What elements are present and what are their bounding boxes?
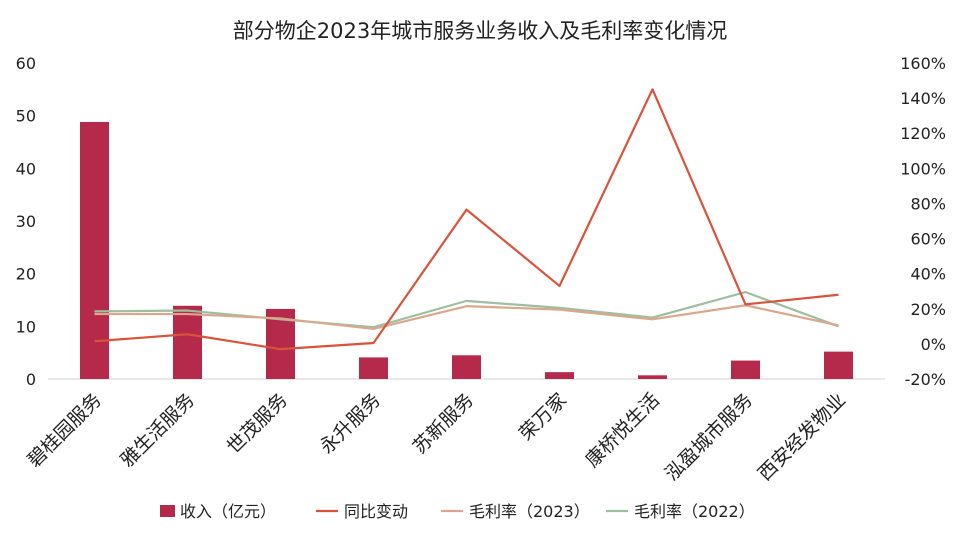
- legend-label: 毛利率（2022）: [634, 502, 755, 521]
- legend-label: 收入（亿元）: [180, 502, 276, 521]
- right-tick-label: 60%: [910, 230, 946, 249]
- category-label: 康桥悦生活: [581, 389, 664, 472]
- legend-label: 毛利率（2023）: [469, 502, 590, 521]
- category-label: 世茂服务: [223, 389, 292, 458]
- bar: [638, 375, 667, 379]
- chart-title: 部分物企2023年城市服务业务收入及毛利率变化情况: [233, 19, 727, 43]
- bar: [359, 357, 388, 379]
- x-axis: 碧桂园服务 雅生活服务 世茂服务 永升服务 苏新服务 荣万家 康桥悦生活泓盈城市服务西安经发…: [23, 389, 850, 485]
- category-label: 荣万家: [515, 389, 571, 445]
- right-tick-label: 100%: [900, 159, 946, 178]
- legend-swatch: [160, 505, 175, 517]
- series-line: [94, 291, 839, 329]
- right-axis: -20% 0% 20% 40% 60% 80% 100% 120% 140% 160%: [900, 54, 946, 389]
- right-tick-label: 160%: [900, 54, 946, 73]
- left-tick-label: 50: [16, 107, 36, 126]
- right-tick-label: -20%: [905, 370, 946, 389]
- bar: [80, 121, 109, 379]
- left-tick-label: 10: [16, 317, 36, 336]
- legend-item: 同比变动: [316, 502, 408, 521]
- legend-item: 毛利率（2022）: [606, 502, 755, 521]
- left-axis: 0 10 20 30 40 50 60: [16, 54, 36, 389]
- line-series: [94, 88, 839, 351]
- left-tick-label: 60: [16, 54, 36, 73]
- legend-item: 毛利率（2023）: [441, 502, 590, 521]
- legend-item: 收入（亿元）: [160, 502, 276, 521]
- right-tick-label: 40%: [910, 265, 946, 284]
- bar: [452, 355, 481, 379]
- series-line: [94, 304, 839, 331]
- right-tick-label: 120%: [900, 124, 946, 143]
- category-label: 西安经发物业: [754, 389, 850, 485]
- bar: [173, 305, 202, 379]
- category-label: 永升服务: [316, 389, 385, 458]
- bar: [731, 360, 760, 379]
- left-tick-label: 40: [16, 159, 36, 178]
- category-label: 碧桂园服务: [23, 389, 106, 472]
- bar: [824, 351, 853, 379]
- category-label: 雅生活服务: [116, 389, 199, 472]
- category-label: 苏新服务: [409, 389, 478, 458]
- left-tick-label: 0: [26, 370, 36, 389]
- bar: [545, 372, 574, 379]
- right-tick-label: 140%: [900, 89, 946, 108]
- left-tick-label: 20: [16, 265, 36, 284]
- legend-label: 同比变动: [344, 502, 408, 521]
- legend: 收入（亿元） 同比变动 毛利率（2023） 毛利率（2022）: [160, 502, 755, 521]
- right-tick-label: 20%: [910, 300, 946, 319]
- left-tick-label: 30: [16, 212, 36, 231]
- right-tick-label: 80%: [910, 194, 946, 213]
- bar-series: [80, 121, 853, 379]
- right-tick-label: 0%: [921, 335, 946, 354]
- category-label: 泓盈城市服务: [661, 389, 757, 485]
- series-line: [94, 88, 839, 351]
